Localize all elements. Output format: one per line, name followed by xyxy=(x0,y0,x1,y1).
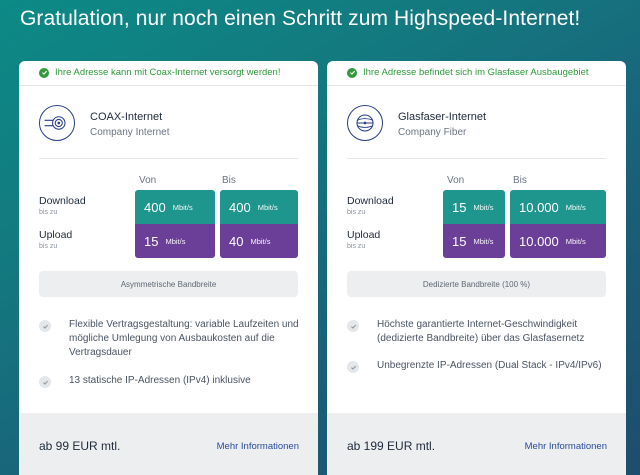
feature-item: Höchste garantierte Internet-Geschwindig… xyxy=(347,318,612,346)
upload-label: Upload xyxy=(39,229,73,241)
check-circle-icon xyxy=(347,67,357,78)
availability-text: Ihre Adresse befindet sich im Glasfaser … xyxy=(363,67,589,78)
bandwidth-type-badge: Dedizierte Bandbreite (100 %) xyxy=(347,271,606,297)
download-to-value: 10.000 xyxy=(519,199,559,215)
download-to-box: 10.000 Mbit/s xyxy=(510,190,606,224)
upload-to-value: 40 xyxy=(229,233,244,249)
card-footer: ab 99 EUR mtl. Mehr Informationen xyxy=(19,413,318,475)
download-sublabel: bis zu xyxy=(347,209,366,216)
download-label: Download xyxy=(39,195,86,207)
availability-status: Ihre Adresse befindet sich im Glasfaser … xyxy=(347,67,616,78)
upload-to-value: 10.000 xyxy=(519,233,559,249)
feature-text: Höchste garantierte Internet-Geschwindig… xyxy=(377,319,585,344)
product-subtitle: Company Internet xyxy=(90,127,170,138)
feature-text: Flexible Vertragsgestaltung: variable La… xyxy=(69,319,299,358)
product-name: Glasfaser-Internet xyxy=(398,111,487,123)
card-footer: ab 199 EUR mtl. Mehr Informationen xyxy=(327,413,626,475)
download-to-value: 400 xyxy=(229,199,251,215)
more-info-link[interactable]: Mehr Informationen xyxy=(216,441,299,452)
divider xyxy=(347,158,606,159)
column-header-from: Von xyxy=(447,175,465,186)
upload-to-box: 10.000 Mbit/s xyxy=(510,224,606,258)
unit-label: Mbit/s xyxy=(565,236,586,246)
fiber-optic-icon xyxy=(347,105,383,141)
page-headline: Gratulation, nur noch einen Schritt zum … xyxy=(20,7,581,30)
unit-label: Mbit/s xyxy=(172,202,193,212)
unit-label: Mbit/s xyxy=(473,202,494,212)
upload-from-value: 15 xyxy=(144,233,159,249)
unit-label: Mbit/s xyxy=(250,236,271,246)
coax-offer-card: Ihre Adresse kann mit Coax-Internet vers… xyxy=(19,61,318,475)
upload-sublabel: bis zu xyxy=(39,243,58,250)
feature-item: 13 statische IP-Adressen (IPv4) inklusiv… xyxy=(39,374,304,388)
availability-status: Ihre Adresse kann mit Coax-Internet vers… xyxy=(39,67,308,78)
product-name: COAX-Internet xyxy=(90,111,163,123)
more-info-link[interactable]: Mehr Informationen xyxy=(524,441,607,452)
check-circle-icon xyxy=(39,67,49,78)
download-from-value: 15 xyxy=(452,199,467,215)
bandwidth-type-badge: Asymmetrische Bandbreite xyxy=(39,271,298,297)
price-label: ab 99 EUR mtl. xyxy=(39,439,121,453)
download-from-value: 400 xyxy=(144,199,166,215)
unit-label: Mbit/s xyxy=(165,236,186,246)
availability-text: Ihre Adresse kann mit Coax-Internet vers… xyxy=(55,67,281,78)
fiber-offer-card: Ihre Adresse befindet sich im Glasfaser … xyxy=(327,61,626,475)
download-to-box: 400 Mbit/s xyxy=(220,190,298,224)
product-subtitle: Company Fiber xyxy=(398,127,467,138)
upload-from-box: 15 Mbit/s xyxy=(135,224,215,258)
check-icon xyxy=(347,320,359,332)
feature-text: Unbegrenzte IP-Adressen (Dual Stack - IP… xyxy=(377,360,602,371)
feature-text: 13 statische IP-Adressen (IPv4) inklusiv… xyxy=(69,375,251,386)
upload-from-box: 15 Mbit/s xyxy=(443,224,505,258)
unit-label: Mbit/s xyxy=(473,236,494,246)
check-icon xyxy=(39,376,51,388)
download-from-box: 15 Mbit/s xyxy=(443,190,505,224)
coax-cable-icon xyxy=(39,105,75,141)
upload-to-box: 40 Mbit/s xyxy=(220,224,298,258)
column-header-to: Bis xyxy=(513,175,527,186)
upload-sublabel: bis zu xyxy=(347,243,366,250)
upload-label: Upload xyxy=(347,229,381,241)
download-from-box: 400 Mbit/s xyxy=(135,190,215,224)
download-sublabel: bis zu xyxy=(39,209,58,216)
divider xyxy=(39,158,298,159)
download-label: Download xyxy=(347,195,394,207)
feature-item: Unbegrenzte IP-Adressen (Dual Stack - IP… xyxy=(347,359,612,373)
feature-item: Flexible Vertragsgestaltung: variable La… xyxy=(39,318,304,360)
divider xyxy=(327,85,626,86)
column-header-to: Bis xyxy=(222,175,236,186)
price-label: ab 199 EUR mtl. xyxy=(347,439,436,453)
check-icon xyxy=(39,320,51,332)
check-icon xyxy=(347,361,359,373)
unit-label: Mbit/s xyxy=(565,202,586,212)
unit-label: Mbit/s xyxy=(257,202,278,212)
divider xyxy=(19,85,318,86)
column-header-from: Von xyxy=(139,175,157,186)
upload-from-value: 15 xyxy=(452,233,467,249)
